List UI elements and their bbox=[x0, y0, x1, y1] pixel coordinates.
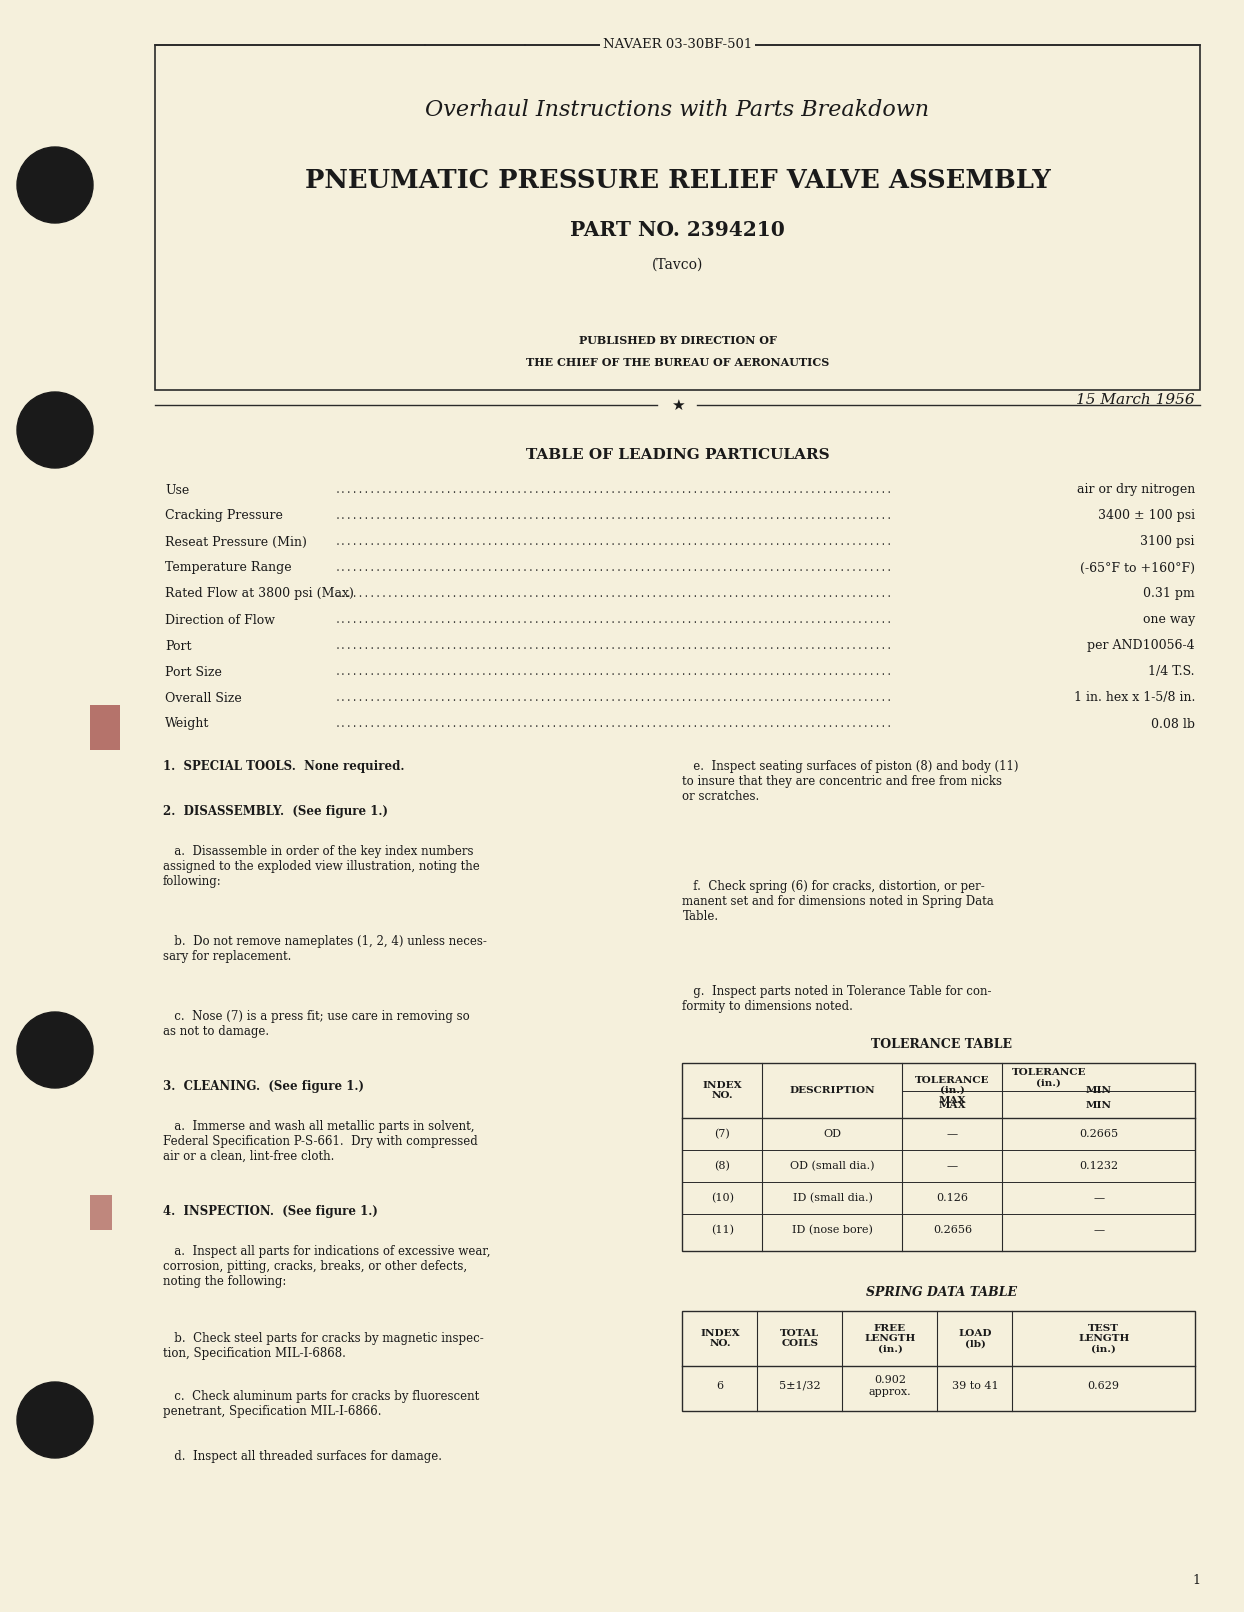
Text: ................................................................................: ........................................… bbox=[335, 485, 893, 495]
Text: INDEX
NO.: INDEX NO. bbox=[703, 1080, 743, 1101]
Text: Port: Port bbox=[165, 640, 192, 653]
Text: a.  Immerse and wash all metallic parts in solvent,
Federal Specification P-S-66: a. Immerse and wash all metallic parts i… bbox=[163, 1120, 478, 1162]
Text: TABLE OF LEADING PARTICULARS: TABLE OF LEADING PARTICULARS bbox=[526, 448, 830, 463]
Text: —: — bbox=[1093, 1193, 1105, 1203]
Text: —: — bbox=[947, 1161, 958, 1170]
Text: 3400 ± 100 psi: 3400 ± 100 psi bbox=[1098, 509, 1195, 522]
Bar bbox=[90, 704, 119, 750]
Text: (-65°F to +160°F): (-65°F to +160°F) bbox=[1080, 561, 1195, 574]
Text: (7): (7) bbox=[714, 1128, 730, 1140]
Text: SPRING DATA TABLE: SPRING DATA TABLE bbox=[866, 1286, 1016, 1299]
Text: air or dry nitrogen: air or dry nitrogen bbox=[1077, 484, 1195, 496]
Text: 3100 psi: 3100 psi bbox=[1141, 535, 1195, 548]
Text: (10): (10) bbox=[712, 1193, 734, 1203]
Text: 5±1/32: 5±1/32 bbox=[779, 1381, 821, 1391]
Text: ID (small dia.): ID (small dia.) bbox=[792, 1193, 872, 1203]
Text: (8): (8) bbox=[714, 1161, 730, 1172]
Text: 0.2656: 0.2656 bbox=[933, 1225, 972, 1235]
Text: one way: one way bbox=[1143, 614, 1195, 627]
Text: e.  Inspect seating surfaces of piston (8) and body (11)
to insure that they are: e. Inspect seating surfaces of piston (8… bbox=[683, 759, 1019, 803]
Text: 0.902
approx.: 0.902 approx. bbox=[868, 1375, 912, 1398]
Text: a.  Inspect all parts for indications of excessive wear,
corrosion, pitting, cra: a. Inspect all parts for indications of … bbox=[163, 1244, 490, 1288]
Circle shape bbox=[17, 1381, 93, 1457]
Text: Overhaul Instructions with Parts Breakdown: Overhaul Instructions with Parts Breakdo… bbox=[425, 98, 929, 121]
Text: b.  Check steel parts for cracks by magnetic inspec-
tion, Specification MIL-I-6: b. Check steel parts for cracks by magne… bbox=[163, 1332, 484, 1361]
Bar bbox=[90, 1194, 112, 1230]
Text: LOAD
(lb): LOAD (lb) bbox=[958, 1328, 991, 1348]
Text: 0.2665: 0.2665 bbox=[1080, 1128, 1118, 1140]
Text: DESCRIPTION: DESCRIPTION bbox=[790, 1086, 876, 1095]
Circle shape bbox=[17, 392, 93, 467]
Text: MIN: MIN bbox=[1086, 1086, 1112, 1095]
Text: Weight: Weight bbox=[165, 717, 209, 730]
Text: NAVAER 03-30BF-501: NAVAER 03-30BF-501 bbox=[603, 39, 753, 52]
Text: c.  Check aluminum parts for cracks by fluorescent
penetrant, Specification MIL-: c. Check aluminum parts for cracks by fl… bbox=[163, 1390, 479, 1419]
Text: PART NO. 2394210: PART NO. 2394210 bbox=[570, 219, 785, 240]
Text: 4.  INSPECTION.  (See figure 1.): 4. INSPECTION. (See figure 1.) bbox=[163, 1206, 378, 1219]
Bar bbox=[683, 1062, 1195, 1251]
Text: THE CHIEF OF THE BUREAU OF AERONAUTICS: THE CHIEF OF THE BUREAU OF AERONAUTICS bbox=[526, 358, 829, 369]
Text: 0.1232: 0.1232 bbox=[1080, 1161, 1118, 1170]
Text: ................................................................................: ........................................… bbox=[335, 642, 893, 651]
Text: PNEUMATIC PRESSURE RELIEF VALVE ASSEMBLY: PNEUMATIC PRESSURE RELIEF VALVE ASSEMBLY bbox=[305, 168, 1050, 192]
Text: ................................................................................: ........................................… bbox=[335, 616, 893, 625]
Text: Cracking Pressure: Cracking Pressure bbox=[165, 509, 282, 522]
Text: 1/4 T.S.: 1/4 T.S. bbox=[1148, 666, 1195, 679]
Text: INDEX
NO.: INDEX NO. bbox=[700, 1328, 740, 1348]
Text: Use: Use bbox=[165, 484, 189, 496]
Text: ................................................................................: ........................................… bbox=[335, 563, 893, 572]
Text: TOLERANCE
(in.)
MAX: TOLERANCE (in.) MAX bbox=[916, 1075, 990, 1106]
Text: TEST
LENGTH
(in.): TEST LENGTH (in.) bbox=[1079, 1323, 1130, 1354]
Text: 1 in. hex x 1-5/8 in.: 1 in. hex x 1-5/8 in. bbox=[1074, 692, 1195, 704]
Text: 0.08 lb: 0.08 lb bbox=[1151, 717, 1195, 730]
Text: 39 to 41: 39 to 41 bbox=[952, 1381, 999, 1391]
Text: TOTAL
COILS: TOTAL COILS bbox=[780, 1328, 820, 1348]
Text: 2.  DISASSEMBLY.  (See figure 1.): 2. DISASSEMBLY. (See figure 1.) bbox=[163, 804, 388, 817]
Text: —: — bbox=[947, 1128, 958, 1140]
Text: ................................................................................: ........................................… bbox=[335, 667, 893, 677]
Text: (11): (11) bbox=[712, 1225, 734, 1235]
Text: b.  Do not remove nameplates (1, 2, 4) unless neces-
sary for replacement.: b. Do not remove nameplates (1, 2, 4) un… bbox=[163, 935, 486, 962]
Text: g.  Inspect parts noted in Tolerance Table for con-
formity to dimensions noted.: g. Inspect parts noted in Tolerance Tabl… bbox=[683, 985, 991, 1012]
Text: ................................................................................: ........................................… bbox=[335, 537, 893, 546]
Text: 6: 6 bbox=[717, 1381, 724, 1391]
Text: d.  Inspect all threaded surfaces for damage.: d. Inspect all threaded surfaces for dam… bbox=[163, 1451, 442, 1464]
Text: Reseat Pressure (Min): Reseat Pressure (Min) bbox=[165, 535, 307, 548]
Text: Rated Flow at 3800 psi (Max): Rated Flow at 3800 psi (Max) bbox=[165, 587, 353, 601]
Text: ................................................................................: ........................................… bbox=[335, 693, 893, 703]
Text: ................................................................................: ........................................… bbox=[335, 511, 893, 521]
Text: OD (small dia.): OD (small dia.) bbox=[790, 1161, 875, 1172]
Text: ................................................................................: ........................................… bbox=[335, 719, 893, 729]
Text: Direction of Flow: Direction of Flow bbox=[165, 614, 275, 627]
Text: per AND10056-4: per AND10056-4 bbox=[1087, 640, 1195, 653]
Text: OD: OD bbox=[824, 1128, 841, 1140]
Text: ★: ★ bbox=[671, 398, 684, 413]
Text: 1.  SPECIAL TOOLS.  None required.: 1. SPECIAL TOOLS. None required. bbox=[163, 759, 404, 774]
Text: TOLERANCE TABLE: TOLERANCE TABLE bbox=[871, 1038, 1011, 1051]
Text: FREE
LENGTH
(in.): FREE LENGTH (in.) bbox=[865, 1323, 916, 1354]
Text: MAX: MAX bbox=[939, 1101, 967, 1109]
Text: PUBLISHED BY DIRECTION OF: PUBLISHED BY DIRECTION OF bbox=[578, 335, 776, 345]
Text: f.  Check spring (6) for cracks, distortion, or per-
manent set and for dimensio: f. Check spring (6) for cracks, distorti… bbox=[683, 880, 994, 924]
Text: —: — bbox=[1093, 1225, 1105, 1235]
Circle shape bbox=[17, 147, 93, 222]
Text: a.  Disassemble in order of the key index numbers
assigned to the exploded view : a. Disassemble in order of the key index… bbox=[163, 845, 480, 888]
Text: ID (nose bore): ID (nose bore) bbox=[792, 1225, 873, 1235]
Text: 0.629: 0.629 bbox=[1087, 1381, 1120, 1391]
Text: 0.126: 0.126 bbox=[937, 1193, 969, 1203]
Text: (Tavco): (Tavco) bbox=[652, 258, 703, 272]
Text: Port Size: Port Size bbox=[165, 666, 221, 679]
Text: ................................................................................: ........................................… bbox=[335, 588, 893, 600]
Text: 0.31 pm: 0.31 pm bbox=[1143, 587, 1195, 601]
Text: 1: 1 bbox=[1192, 1573, 1200, 1586]
Bar bbox=[683, 1311, 1195, 1410]
Text: TOLERANCE
(in.): TOLERANCE (in.) bbox=[1011, 1069, 1086, 1088]
Text: 3.  CLEANING.  (See figure 1.): 3. CLEANING. (See figure 1.) bbox=[163, 1080, 364, 1093]
Text: MIN: MIN bbox=[1086, 1101, 1112, 1109]
Text: 15 March 1956: 15 March 1956 bbox=[1076, 393, 1195, 406]
Circle shape bbox=[17, 1012, 93, 1088]
Bar bbox=[156, 45, 1200, 390]
Text: Overall Size: Overall Size bbox=[165, 692, 241, 704]
Text: c.  Nose (7) is a press fit; use care in removing so
as not to damage.: c. Nose (7) is a press fit; use care in … bbox=[163, 1011, 470, 1038]
Text: Temperature Range: Temperature Range bbox=[165, 561, 291, 574]
